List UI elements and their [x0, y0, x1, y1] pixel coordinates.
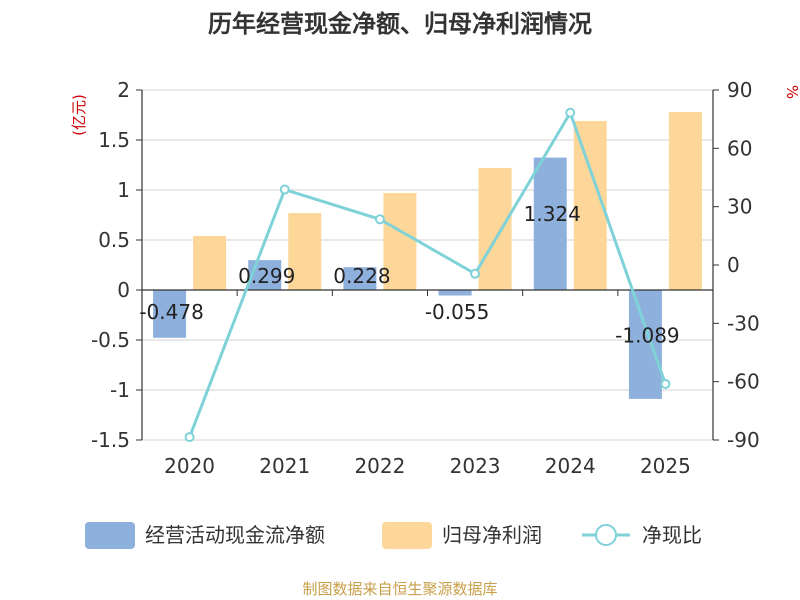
ratio-point [374, 214, 385, 225]
right-tick-label: 30 [727, 195, 752, 219]
legend-label-ratio: 净现比 [642, 523, 702, 547]
cash-flow-label: 0.228 [333, 264, 390, 288]
bars [153, 112, 702, 399]
ratio-line-path [188, 109, 667, 438]
x-tick-label: 2020 [164, 454, 215, 478]
net-profit-bar [668, 112, 702, 290]
left-tick-label: 1.5 [98, 128, 130, 152]
right-tick-label: 90 [727, 78, 752, 102]
left-tick-label: -1.5 [91, 428, 130, 452]
left-tick-label: -1 [110, 378, 130, 402]
cash-flow-label: 1.324 [524, 202, 581, 226]
legend: 经营活动现金流净额 归母净利润 净现比 [85, 522, 702, 549]
cash-flow-label: 0.299 [238, 264, 295, 288]
ratio-line [184, 107, 671, 443]
ratio-point [660, 379, 671, 389]
net-profit-bar [478, 168, 512, 290]
chart-title: 历年经营现金净额、归母净利润情况 [208, 10, 592, 38]
legend-label-net-profit: 归母净利润 [442, 523, 542, 547]
right-tick-label: -30 [727, 311, 760, 335]
net-profit-bar [193, 236, 227, 290]
legend-swatch-net-profit [382, 522, 432, 549]
ratio-point [279, 184, 290, 195]
legend-swatch-cash-flow [85, 522, 135, 549]
x-tick-label: 2022 [354, 454, 405, 478]
cash-flow-label: -1.089 [615, 323, 679, 347]
left-tick-label: 1 [117, 178, 130, 202]
ratio-point [184, 432, 195, 443]
right-tick-label: -60 [727, 370, 760, 394]
legend-label-cash-flow: 经营活动现金流净额 [145, 523, 325, 547]
x-tick-label: 2025 [640, 454, 691, 478]
left-tick-label: 0 [117, 278, 130, 302]
cash-flow-label: -0.055 [425, 300, 489, 324]
right-axis-unit: % [783, 85, 800, 99]
net-profit-bar [383, 193, 417, 290]
left-tick-label: 2 [117, 78, 130, 102]
ratio-point [470, 268, 481, 279]
axes: 2 1.5 1 0.5 0 -0.5 -1 -1.5 90 60 30 0 -30 -60 -90 2020 2… [91, 78, 760, 478]
cash-flow-bar [248, 260, 282, 290]
right-tick-label: 60 [727, 136, 752, 160]
left-tick-label: -0.5 [91, 328, 130, 352]
ratio-point [565, 107, 576, 118]
source-note: 制图数据来自恒生聚源数据库 [302, 580, 497, 598]
cash-flow-label: -0.478 [139, 300, 203, 324]
grid [142, 89, 713, 441]
cash-flow-bar [343, 267, 377, 290]
x-tick-label: 2024 [545, 454, 596, 478]
data-labels: -0.478 0.299 0.228 -0.055 1.324 -1.089 [139, 202, 679, 347]
legend-marker-ratio [595, 524, 617, 546]
left-tick-label: 0.5 [98, 228, 130, 252]
x-tick-label: 2023 [450, 454, 501, 478]
cash-flow-bar [438, 290, 472, 296]
right-tick-label: 0 [727, 253, 740, 277]
left-axis-unit: (亿元) [70, 94, 88, 136]
cash-flow-bar [153, 290, 187, 338]
net-profit-bar [288, 213, 322, 290]
cash-flow-bar [533, 157, 567, 290]
cash-flow-bar [628, 290, 662, 399]
right-tick-label: -90 [727, 428, 760, 452]
x-tick-label: 2021 [259, 454, 310, 478]
